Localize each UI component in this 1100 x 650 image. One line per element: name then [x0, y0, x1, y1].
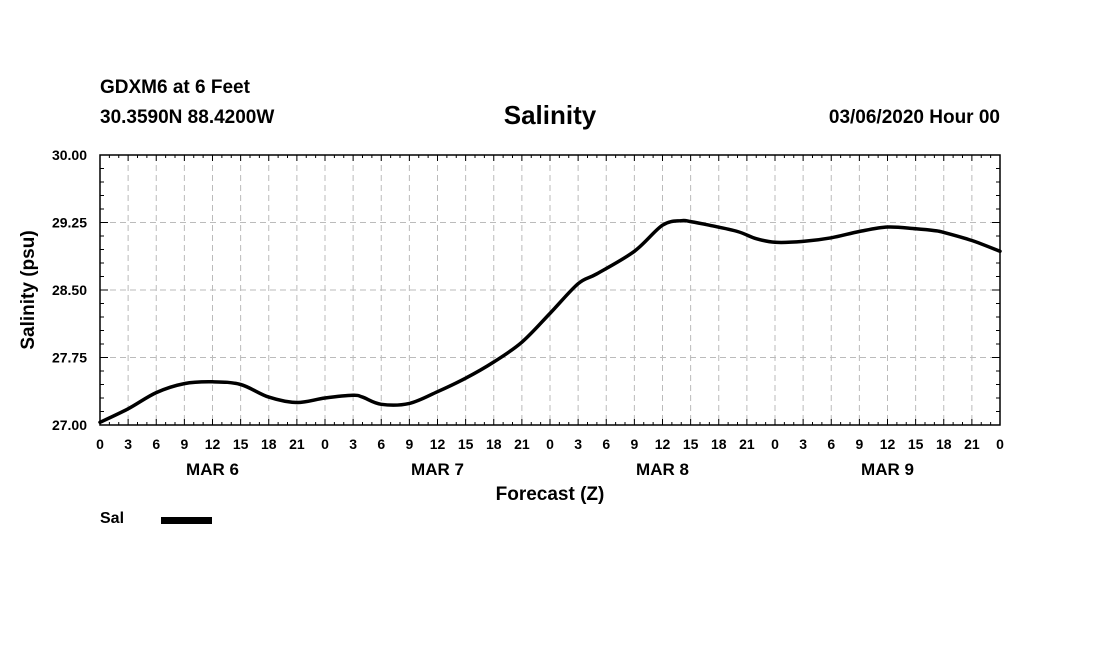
x-tick-label: 3 [124, 436, 132, 452]
x-tick-label: 21 [514, 436, 530, 452]
x-tick-label: 12 [430, 436, 446, 452]
x-tick-label: 12 [880, 436, 896, 452]
y-axis-label: Salinity (psu) [18, 230, 39, 349]
x-tick-label: 9 [630, 436, 638, 452]
x-tick-label: 15 [233, 436, 249, 452]
x-tick-label: 6 [602, 436, 610, 452]
x-tick-label: 0 [96, 436, 104, 452]
forecast-run-time: 03/06/2020 Hour 00 [828, 107, 1000, 128]
x-tick-label: 3 [574, 436, 582, 452]
x-tick-label: 21 [739, 436, 755, 452]
day-label: MAR 8 [636, 460, 689, 479]
x-tick-label: 9 [405, 436, 413, 452]
x-tick-label: 3 [349, 436, 357, 452]
legend-label: Sal [100, 510, 125, 527]
x-tick-label: 3 [799, 436, 807, 452]
chart-title: Salinity [503, 100, 597, 130]
x-tick-label: 12 [205, 436, 221, 452]
y-tick-label: 30.00 [52, 147, 87, 163]
x-tick-label: 6 [377, 436, 385, 452]
x-tick-label: 9 [180, 436, 188, 452]
day-label: MAR 7 [411, 460, 464, 479]
legend-swatch [161, 517, 212, 524]
x-tick-label: 18 [486, 436, 502, 452]
y-tick-label: 28.50 [52, 282, 87, 298]
x-tick-label: 6 [152, 436, 160, 452]
x-tick-label: 21 [964, 436, 980, 452]
x-tick-label: 6 [827, 436, 835, 452]
station-label: GDXM6 at 6 Feet [100, 77, 250, 98]
series-line-sal [98, 218, 1002, 425]
x-tick-label: 0 [546, 436, 554, 452]
x-tick-label: 12 [655, 436, 671, 452]
x-tick-label: 0 [771, 436, 779, 452]
x-tick-label: 15 [458, 436, 474, 452]
x-tick-label: 0 [996, 436, 1004, 452]
x-tick-label: 9 [855, 436, 863, 452]
x-tick-label: 0 [321, 436, 329, 452]
y-tick-label: 29.25 [52, 215, 87, 231]
x-tick-label: 15 [683, 436, 699, 452]
plot-frame [99, 154, 1001, 426]
y-tick-label: 27.00 [52, 417, 87, 433]
x-tick-label: 18 [711, 436, 727, 452]
x-tick-label: 18 [936, 436, 952, 452]
y-tick-label: 27.75 [52, 350, 87, 366]
axis-labels: 0 3 6 9 12 15 18 21 0 3 6 9 12 15 18 21 0 3 6 9 12 15 18 21 0 3 6 9… [52, 147, 1004, 479]
day-label: MAR 9 [861, 460, 914, 479]
day-label: MAR 6 [186, 460, 239, 479]
x-axis-label: Forecast (Z) [496, 484, 605, 505]
x-tick-label: 18 [261, 436, 277, 452]
station-coordinates: 30.3590N 88.4200W [100, 107, 275, 128]
series-layer [98, 218, 1002, 425]
gridlines [100, 155, 1000, 425]
x-tick-label: 15 [908, 436, 924, 452]
x-tick-label: 21 [289, 436, 305, 452]
